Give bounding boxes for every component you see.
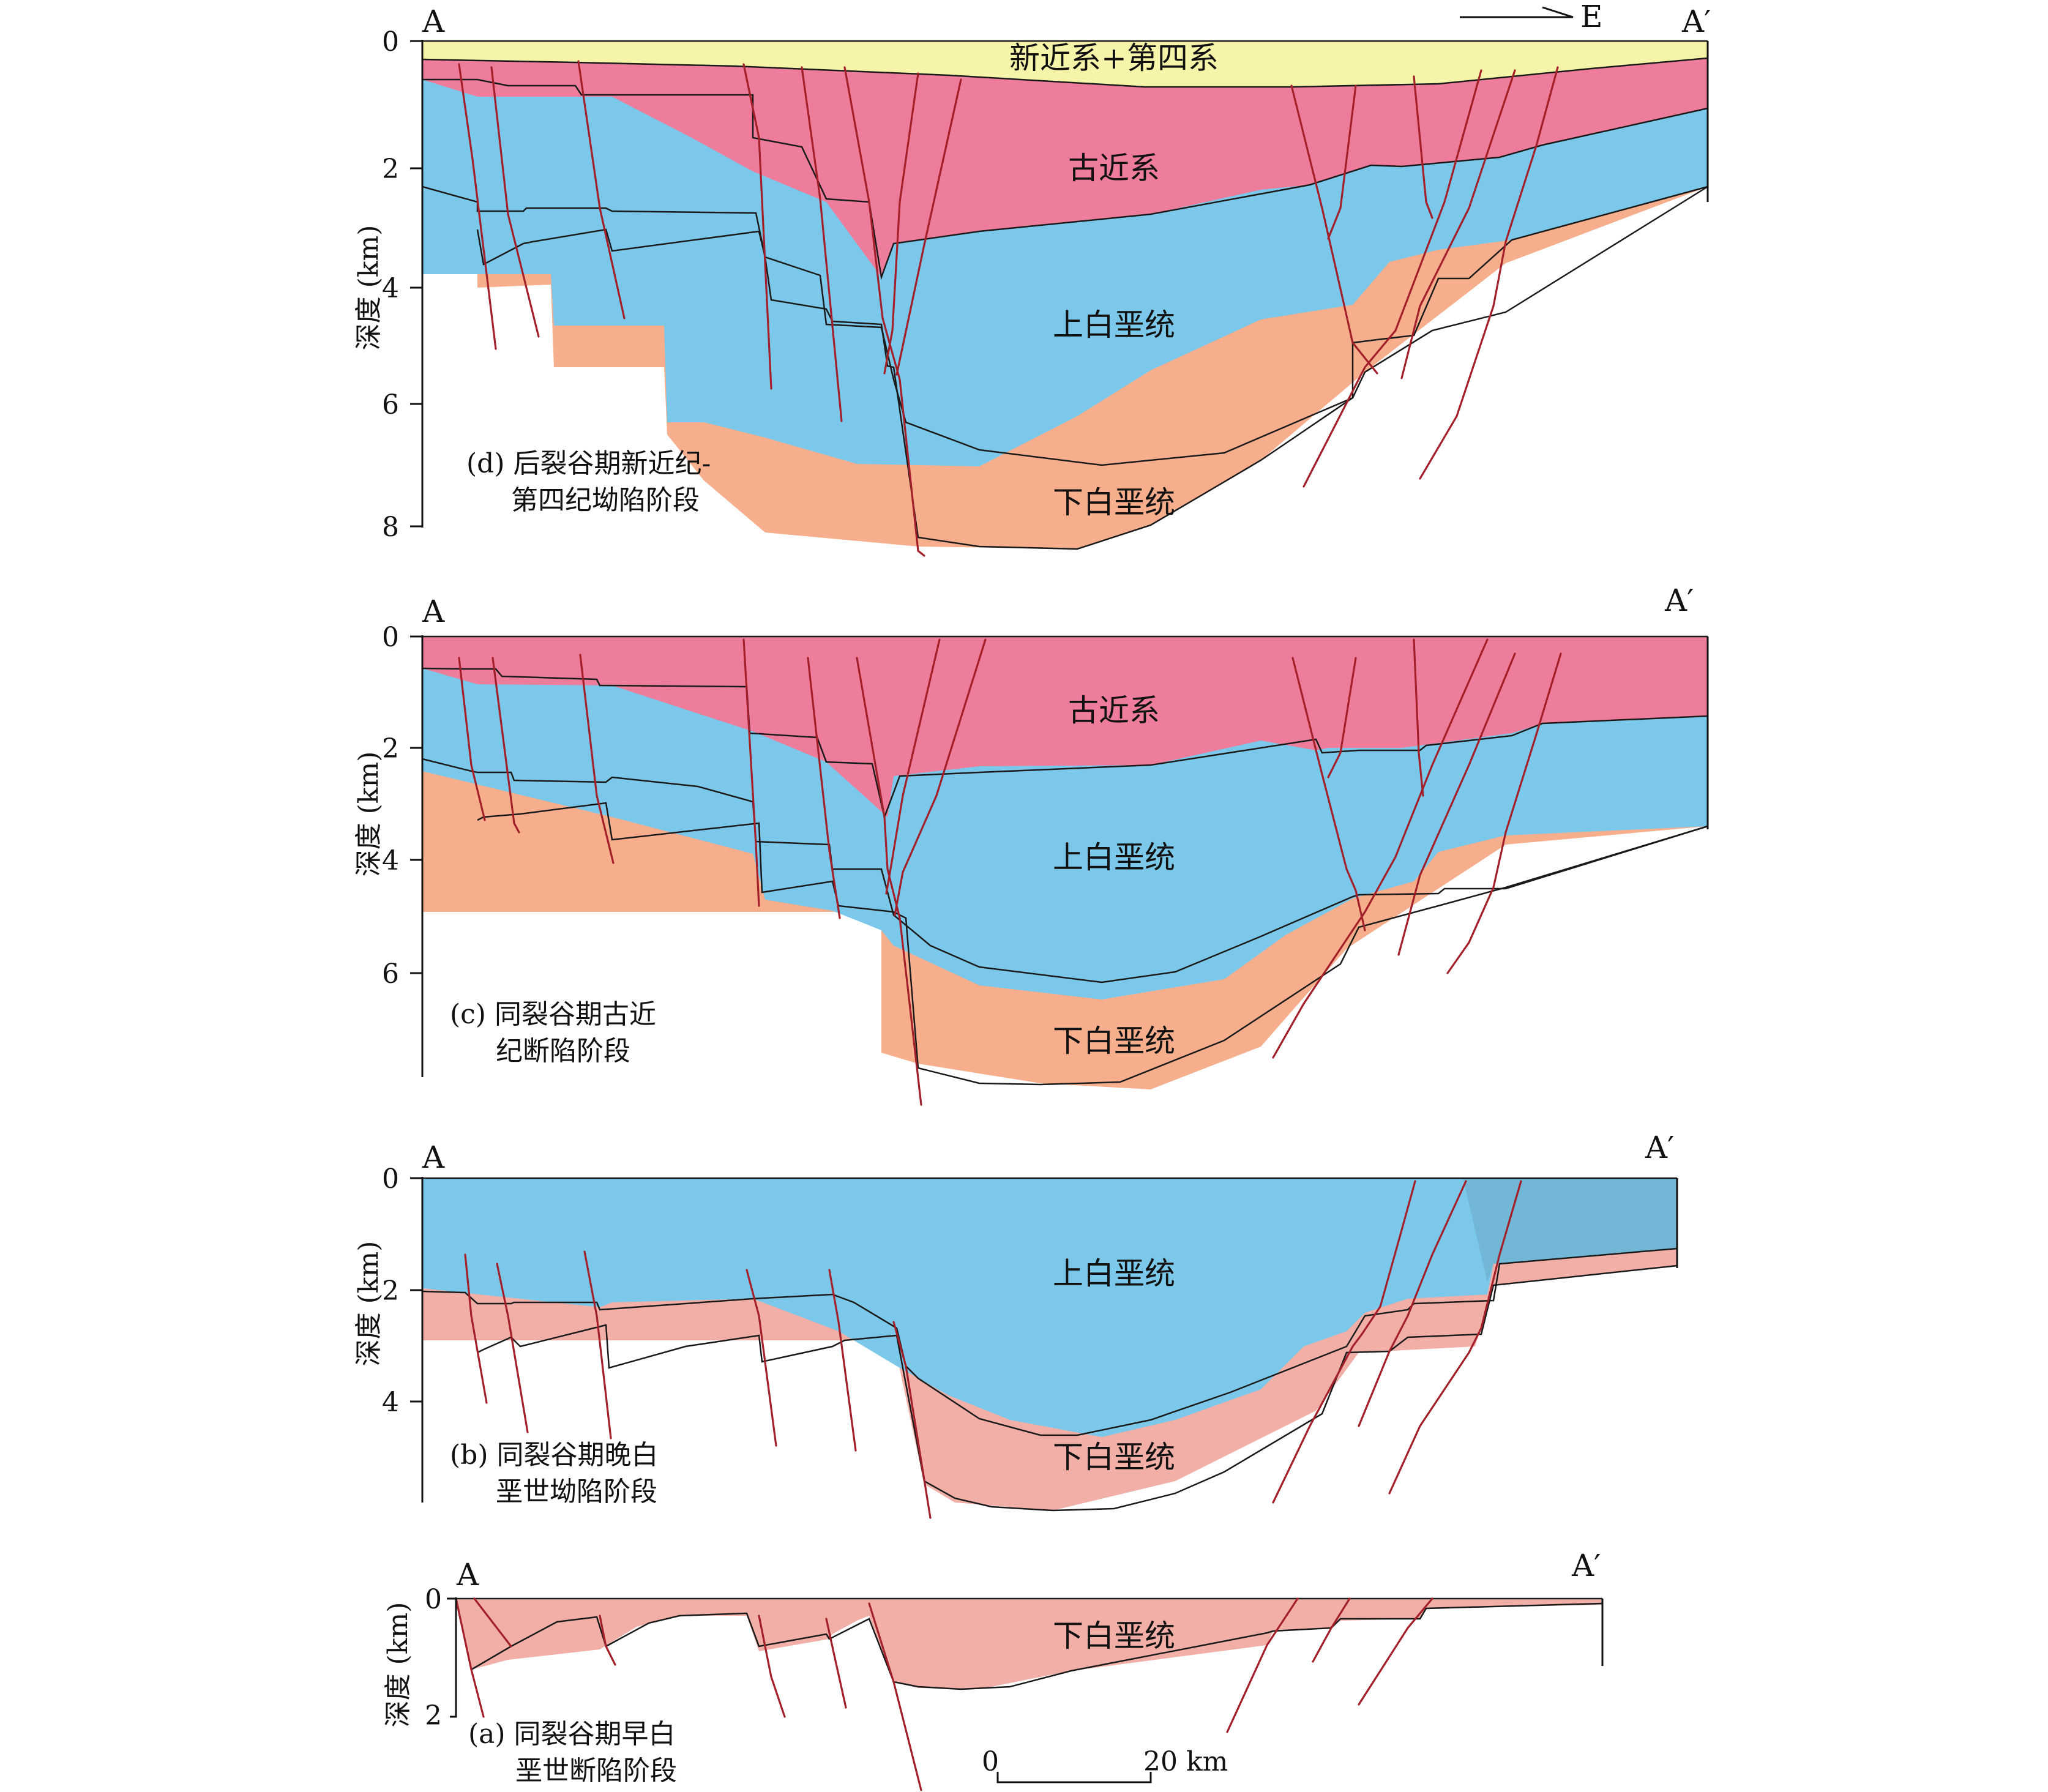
panel-c-paleogene — [422, 637, 1708, 817]
panel-b-end-left: A — [422, 1140, 445, 1175]
panel-d: 0 2 4 6 8 深度 (km) A A′ E 新近系+第四系 古近系 上白垩… — [353, 0, 1711, 557]
panel-a-ylabel: 深度 (km) — [383, 1602, 414, 1728]
panel-c-caption-line1: (c) 同裂谷期古近 — [450, 999, 656, 1030]
panel-b-upper-cretaceous — [422, 1178, 1677, 1437]
panel-a-lower-cretaceous — [456, 1599, 1602, 1689]
panel-d-end-left: A — [422, 4, 445, 39]
panel-d-tick: 8 — [382, 512, 399, 543]
panel-c-tick: 4 — [382, 845, 399, 876]
panel-a-tick: 2 — [425, 1700, 442, 1731]
panel-d-caption-line2: 第四纪坳陷阶段 — [511, 485, 700, 516]
scale-bar-start: 0 — [982, 1746, 999, 1777]
panel-b-ylabel: 深度 (km) — [353, 1241, 384, 1367]
east-arrow — [1460, 6, 1574, 18]
panel-d-tick: 6 — [382, 389, 399, 420]
panel-c-label-upper: 上白垩统 — [1053, 840, 1175, 875]
panel-c-label-paleogene: 古近系 — [1068, 693, 1160, 728]
scale-bar: 0 20 km — [982, 1746, 1228, 1783]
panel-c-end-right: A′ — [1664, 583, 1694, 618]
panel-d-label-upper: 上白垩统 — [1053, 307, 1175, 343]
panel-d-neogene-quaternary — [422, 41, 1708, 87]
panel-c-tick: 0 — [382, 622, 399, 653]
panel-a-caption-line2: 垩世断陷阶段 — [515, 1755, 677, 1786]
panel-c-ylabel: 深度 (km) — [353, 752, 384, 877]
panel-d-tick: 0 — [382, 26, 399, 58]
panel-d-tick: 4 — [382, 273, 399, 304]
panel-a: 0 2 深度 (km) A A′ 下白垩统 (a) 同裂谷期早白 垩世断陷阶段 — [383, 1548, 1604, 1791]
panel-c: 0 2 4 6 深度 (km) A A′ 古近系 上白垩统 下白垩统 (c) 同… — [353, 583, 1709, 1106]
panel-d-caption-line1: (d) 后裂谷期新近纪- — [466, 448, 711, 479]
panel-d-paleogene — [422, 41, 1708, 277]
panel-b-end-right: A′ — [1645, 1130, 1674, 1165]
panel-a-caption-line1: (a) 同裂谷期早白 — [468, 1719, 676, 1750]
panel-a-end-right: A′ — [1571, 1548, 1601, 1583]
direction-label: E — [1580, 0, 1603, 34]
panel-b-tick: 0 — [382, 1163, 399, 1195]
panel-b-label-upper: 上白垩统 — [1053, 1256, 1175, 1291]
panel-d-label-paleogene: 古近系 — [1068, 151, 1160, 186]
panel-d-label-lower: 下白垩统 — [1053, 485, 1175, 520]
panel-b-caption-line2: 垩世坳陷阶段 — [496, 1476, 657, 1507]
panel-d-tick: 2 — [382, 154, 399, 185]
panel-d-end-right: A′ — [1681, 4, 1711, 39]
panel-c-label-lower: 下白垩统 — [1053, 1023, 1175, 1059]
panel-c-end-left: A — [422, 594, 445, 629]
panel-b: 0 2 4 深度 (km) A A′ 上白垩统 下白垩统 (b) 同裂谷期晚白 … — [353, 1130, 1678, 1519]
panel-c-tick: 6 — [382, 958, 399, 990]
scale-bar-end: 20 km — [1143, 1746, 1228, 1777]
panel-c-caption-line2: 纪断陷阶段 — [496, 1036, 630, 1067]
panel-a-tick: 0 — [425, 1584, 442, 1615]
panel-b-tick: 2 — [382, 1275, 399, 1307]
panel-d-label-quaternary: 新近系+第四系 — [1009, 40, 1219, 76]
panel-b-caption-line1: (b) 同裂谷期晚白 — [450, 1439, 658, 1471]
panel-b-tick: 4 — [382, 1387, 399, 1418]
panel-a-label-lower: 下白垩统 — [1053, 1618, 1175, 1654]
panel-b-label-lower: 下白垩统 — [1053, 1439, 1175, 1475]
panel-a-end-left: A — [456, 1557, 479, 1592]
panel-d-ylabel: 深度 (km) — [353, 225, 384, 351]
panel-c-tick: 2 — [382, 733, 399, 764]
panel-b-upper-cretaceous-east — [1463, 1178, 1677, 1282]
